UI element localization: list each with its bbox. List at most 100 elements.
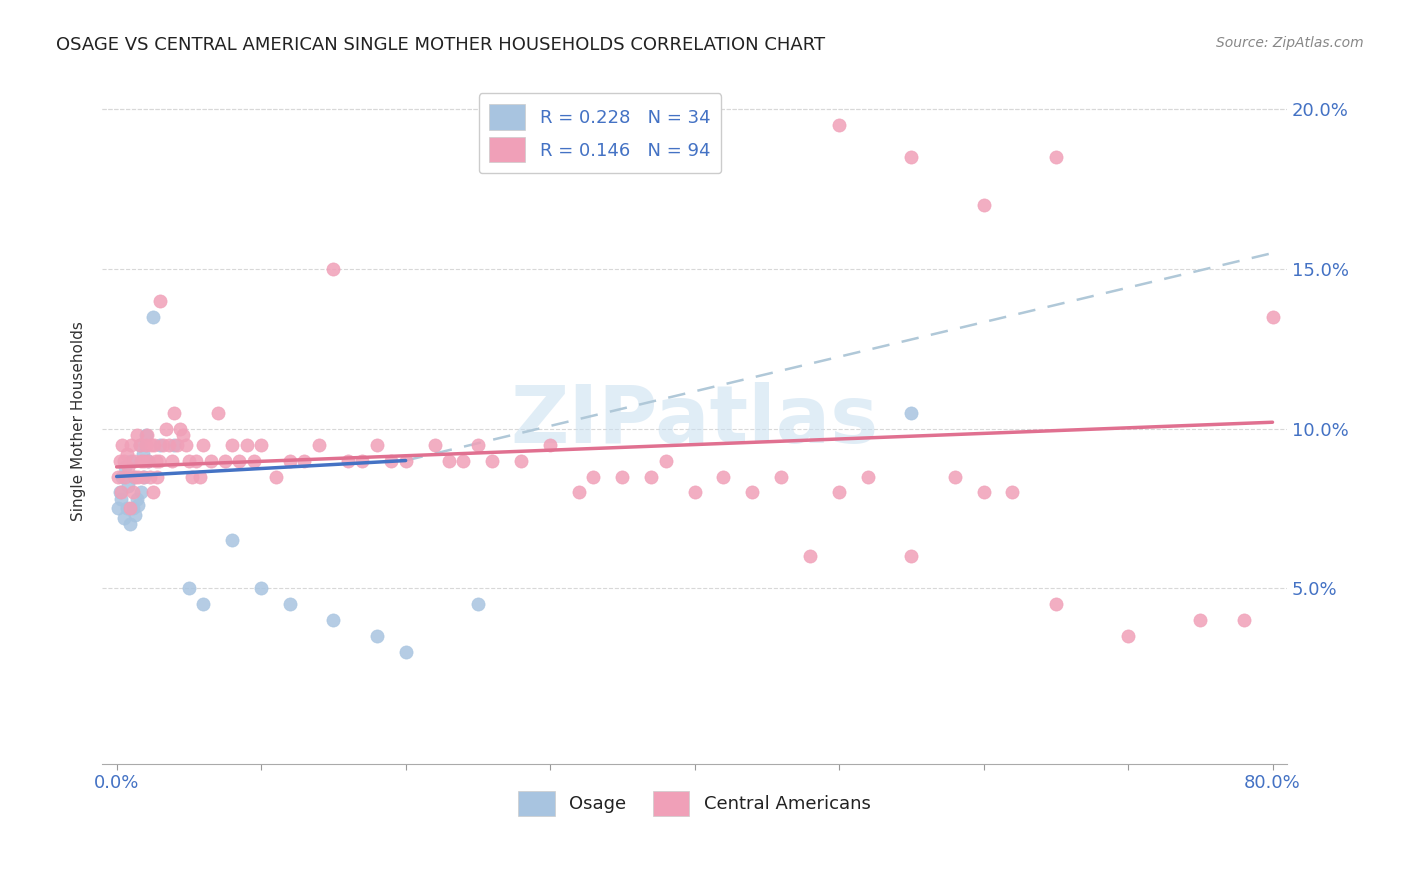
Point <box>193 597 215 611</box>
Point <box>221 533 243 548</box>
Point <box>467 597 489 611</box>
Point <box>568 485 591 500</box>
Legend: Osage, Central Americans: Osage, Central Americans <box>512 783 877 823</box>
Point <box>111 437 134 451</box>
Point <box>1261 310 1284 324</box>
Point <box>132 453 155 467</box>
Point <box>128 437 150 451</box>
Point <box>118 517 141 532</box>
Point <box>250 581 273 595</box>
Point <box>394 453 416 467</box>
Point <box>322 262 344 277</box>
Point <box>1116 629 1139 643</box>
Point <box>142 485 165 500</box>
Point <box>115 447 138 461</box>
Point <box>129 485 152 500</box>
Point <box>582 469 605 483</box>
Point <box>122 469 145 483</box>
Point <box>900 406 922 420</box>
Point <box>149 437 172 451</box>
Point <box>207 406 229 420</box>
Point <box>160 453 183 467</box>
Point <box>149 293 172 308</box>
Point <box>1001 485 1024 500</box>
Point <box>713 469 735 483</box>
Point <box>145 453 167 467</box>
Point <box>138 453 160 467</box>
Point <box>131 469 153 483</box>
Point <box>235 437 257 451</box>
Point <box>141 437 163 451</box>
Point <box>125 491 148 506</box>
Point <box>228 453 250 467</box>
Point <box>135 437 157 451</box>
Point <box>799 549 821 564</box>
Point <box>127 498 149 512</box>
Point <box>112 453 135 467</box>
Point <box>278 453 301 467</box>
Point <box>294 453 316 467</box>
Point <box>243 453 266 467</box>
Point <box>122 453 145 467</box>
Point <box>973 198 995 212</box>
Point <box>640 469 662 483</box>
Point <box>152 437 174 451</box>
Point <box>172 428 194 442</box>
Point <box>136 428 159 442</box>
Point <box>124 508 146 522</box>
Text: Source: ZipAtlas.com: Source: ZipAtlas.com <box>1216 36 1364 50</box>
Point <box>139 469 162 483</box>
Point <box>654 453 676 467</box>
Point <box>264 469 287 483</box>
Point <box>131 447 153 461</box>
Point <box>214 453 236 467</box>
Point <box>900 150 922 164</box>
Point <box>129 453 152 467</box>
Point <box>366 629 388 643</box>
Point <box>184 453 207 467</box>
Point <box>127 469 149 483</box>
Point <box>943 469 966 483</box>
Point <box>366 437 388 451</box>
Point <box>110 491 132 506</box>
Point <box>166 437 188 451</box>
Point <box>177 453 200 467</box>
Point <box>120 437 142 451</box>
Point <box>121 485 143 500</box>
Text: OSAGE VS CENTRAL AMERICAN SINGLE MOTHER HOUSEHOLDS CORRELATION CHART: OSAGE VS CENTRAL AMERICAN SINGLE MOTHER … <box>56 36 825 54</box>
Point <box>180 469 202 483</box>
Point <box>612 469 634 483</box>
Point <box>973 485 995 500</box>
Point <box>114 459 136 474</box>
Point <box>510 453 533 467</box>
Point <box>481 453 503 467</box>
Point <box>1189 613 1212 627</box>
Point <box>135 428 157 442</box>
Point <box>107 501 129 516</box>
Point <box>770 469 793 483</box>
Point <box>138 453 160 467</box>
Text: ZIPatlas: ZIPatlas <box>510 382 879 459</box>
Point <box>278 597 301 611</box>
Point <box>250 437 273 451</box>
Point <box>124 469 146 483</box>
Point <box>336 453 359 467</box>
Point <box>117 479 139 493</box>
Point <box>132 469 155 483</box>
Point <box>163 437 186 451</box>
Point <box>394 645 416 659</box>
Point <box>193 437 215 451</box>
Point <box>174 437 197 451</box>
Point <box>683 485 706 500</box>
Point <box>221 437 243 451</box>
Point <box>142 310 165 324</box>
Point <box>538 437 561 451</box>
Point <box>352 453 374 467</box>
Point <box>108 453 131 467</box>
Point <box>155 422 177 436</box>
Point <box>125 428 148 442</box>
Point <box>856 469 879 483</box>
Point <box>111 469 134 483</box>
Point <box>146 469 169 483</box>
Point <box>1045 150 1067 164</box>
